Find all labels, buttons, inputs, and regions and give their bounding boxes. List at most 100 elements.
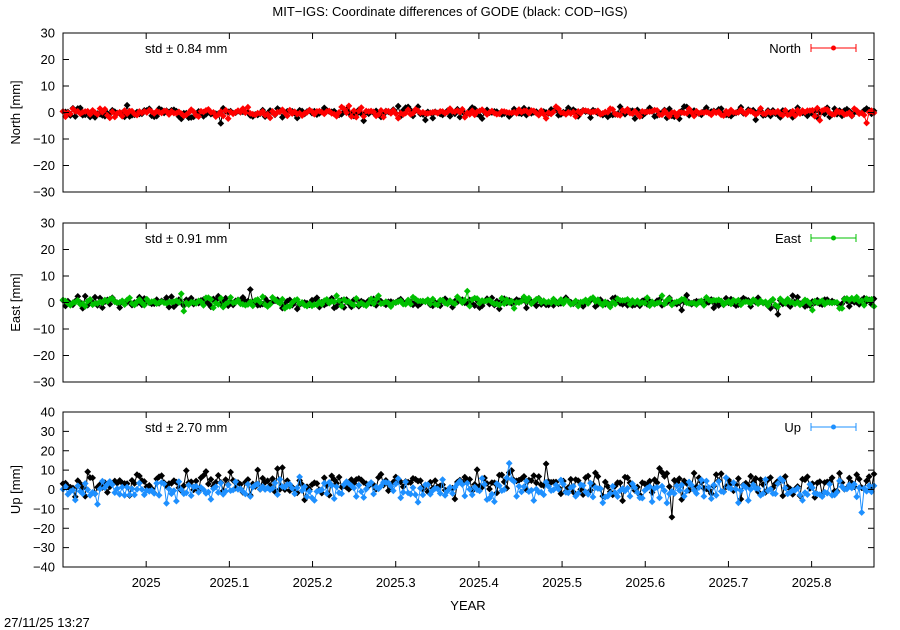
up-comparison-point — [158, 472, 165, 480]
up-main-point — [182, 489, 190, 497]
up-main-point — [389, 487, 397, 495]
up-y-tick-label: −20 — [33, 521, 55, 536]
east-main-point — [338, 302, 345, 310]
up-main-point — [207, 495, 215, 503]
north-main-point — [219, 112, 227, 120]
up-y-tick-label: −30 — [33, 540, 55, 555]
east-comparison-point — [91, 293, 99, 301]
up-main-point — [781, 484, 789, 492]
up-main-point — [224, 481, 232, 489]
up-main-point — [626, 492, 634, 500]
up-main-point — [69, 486, 77, 494]
north-main-point — [754, 109, 762, 117]
north-main-point — [542, 114, 550, 122]
up-main-point — [417, 484, 424, 492]
north-main-point — [106, 114, 114, 122]
north-main-point — [195, 113, 202, 120]
east-main-point — [495, 301, 503, 309]
up-main-point — [414, 498, 422, 506]
east-legend-marker — [831, 235, 836, 241]
up-main-point — [742, 484, 750, 491]
east-y-axis-title: East [mm] — [8, 273, 23, 332]
east-main-point — [177, 290, 185, 298]
north-main-point — [101, 105, 109, 113]
up-main-point — [217, 479, 225, 487]
north-y-tick-label: 20 — [41, 52, 55, 67]
east-main-point — [224, 298, 232, 306]
north-main-point — [572, 113, 580, 120]
up-main-point — [700, 493, 708, 500]
north-comparison-point — [394, 102, 402, 110]
north-comparison-point — [422, 116, 429, 124]
east-main-point — [86, 296, 94, 303]
up-comparison-point — [473, 466, 481, 474]
up-main-point — [491, 498, 498, 505]
north-comparison-point — [703, 104, 710, 112]
north-main-point — [266, 114, 274, 122]
up-main-point — [638, 494, 646, 502]
up-comparison-point — [816, 478, 824, 485]
up-comparison-point — [601, 478, 609, 486]
east-main-point — [335, 297, 343, 304]
east-main-point — [140, 301, 148, 309]
up-comparison-point — [712, 471, 720, 478]
east-std-label: std ± 0.91 mm — [145, 231, 227, 246]
east-comparison-point — [523, 304, 530, 312]
up-comparison-point — [535, 473, 543, 480]
up-main-point — [505, 459, 513, 467]
north-panel: 30 20 10 0 −10 −20 −30 North [mm] std ± 0.84 m… — [8, 26, 878, 200]
up-main-point — [131, 491, 138, 499]
up-comparison-point — [498, 471, 506, 479]
up-comparison-point — [237, 481, 244, 488]
up-main-point — [271, 479, 279, 487]
north-main-point — [392, 110, 400, 117]
up-y-tick-label: 20 — [41, 443, 55, 458]
up-main-point — [720, 488, 727, 496]
up-comparison-point — [192, 477, 200, 485]
north-comparison-point — [631, 115, 639, 122]
up-comparison-point — [182, 467, 190, 474]
east-panel: 30 20 10 0 −10 −20 −30 East [mm] std ± 0.91 mm… — [8, 216, 878, 390]
north-main-point — [352, 113, 360, 121]
north-main-point — [791, 112, 799, 119]
up-main-point — [478, 475, 486, 482]
up-comparison-point — [836, 469, 843, 477]
east-main-point — [370, 300, 377, 308]
up-comparison-point — [254, 466, 262, 474]
up-main-point — [160, 480, 168, 488]
north-y-tick-label: 10 — [41, 79, 55, 94]
x-tick-label: 2025.7 — [709, 575, 749, 590]
east-main-point — [508, 297, 515, 305]
up-main-point — [407, 490, 414, 498]
north-legend: North — [769, 41, 857, 56]
north-main-point — [683, 109, 691, 117]
x-tick-label: 2025.1 — [209, 575, 249, 590]
up-main-point — [244, 480, 252, 488]
north-comparison-point — [217, 120, 225, 127]
up-main-point — [599, 499, 607, 507]
up-y-tick-label: −40 — [33, 560, 55, 575]
east-comparison-point — [845, 302, 853, 310]
up-main-point — [463, 479, 471, 487]
east-comparison-point — [794, 293, 801, 301]
north-y-axis-title: North [mm] — [8, 80, 23, 144]
east-main-point — [126, 294, 133, 302]
north-comparison-point — [123, 101, 131, 109]
north-main-point — [380, 113, 387, 121]
north-y-tick-label: −30 — [33, 185, 55, 200]
north-main-point — [690, 112, 698, 120]
north-main-point — [404, 106, 412, 114]
east-main-point — [860, 301, 868, 309]
up-comparison-point — [205, 480, 212, 488]
east-main-point — [510, 304, 518, 312]
up-main-point — [96, 485, 104, 493]
east-main-point — [121, 301, 128, 308]
up-main-point — [510, 478, 518, 485]
north-y-tick-label: 30 — [41, 26, 55, 41]
up-comparison-point — [333, 479, 340, 487]
up-comparison-point — [227, 468, 234, 476]
up-comparison-point — [530, 472, 538, 479]
up-comparison-point — [668, 513, 676, 521]
up-comparison-point — [604, 483, 612, 490]
